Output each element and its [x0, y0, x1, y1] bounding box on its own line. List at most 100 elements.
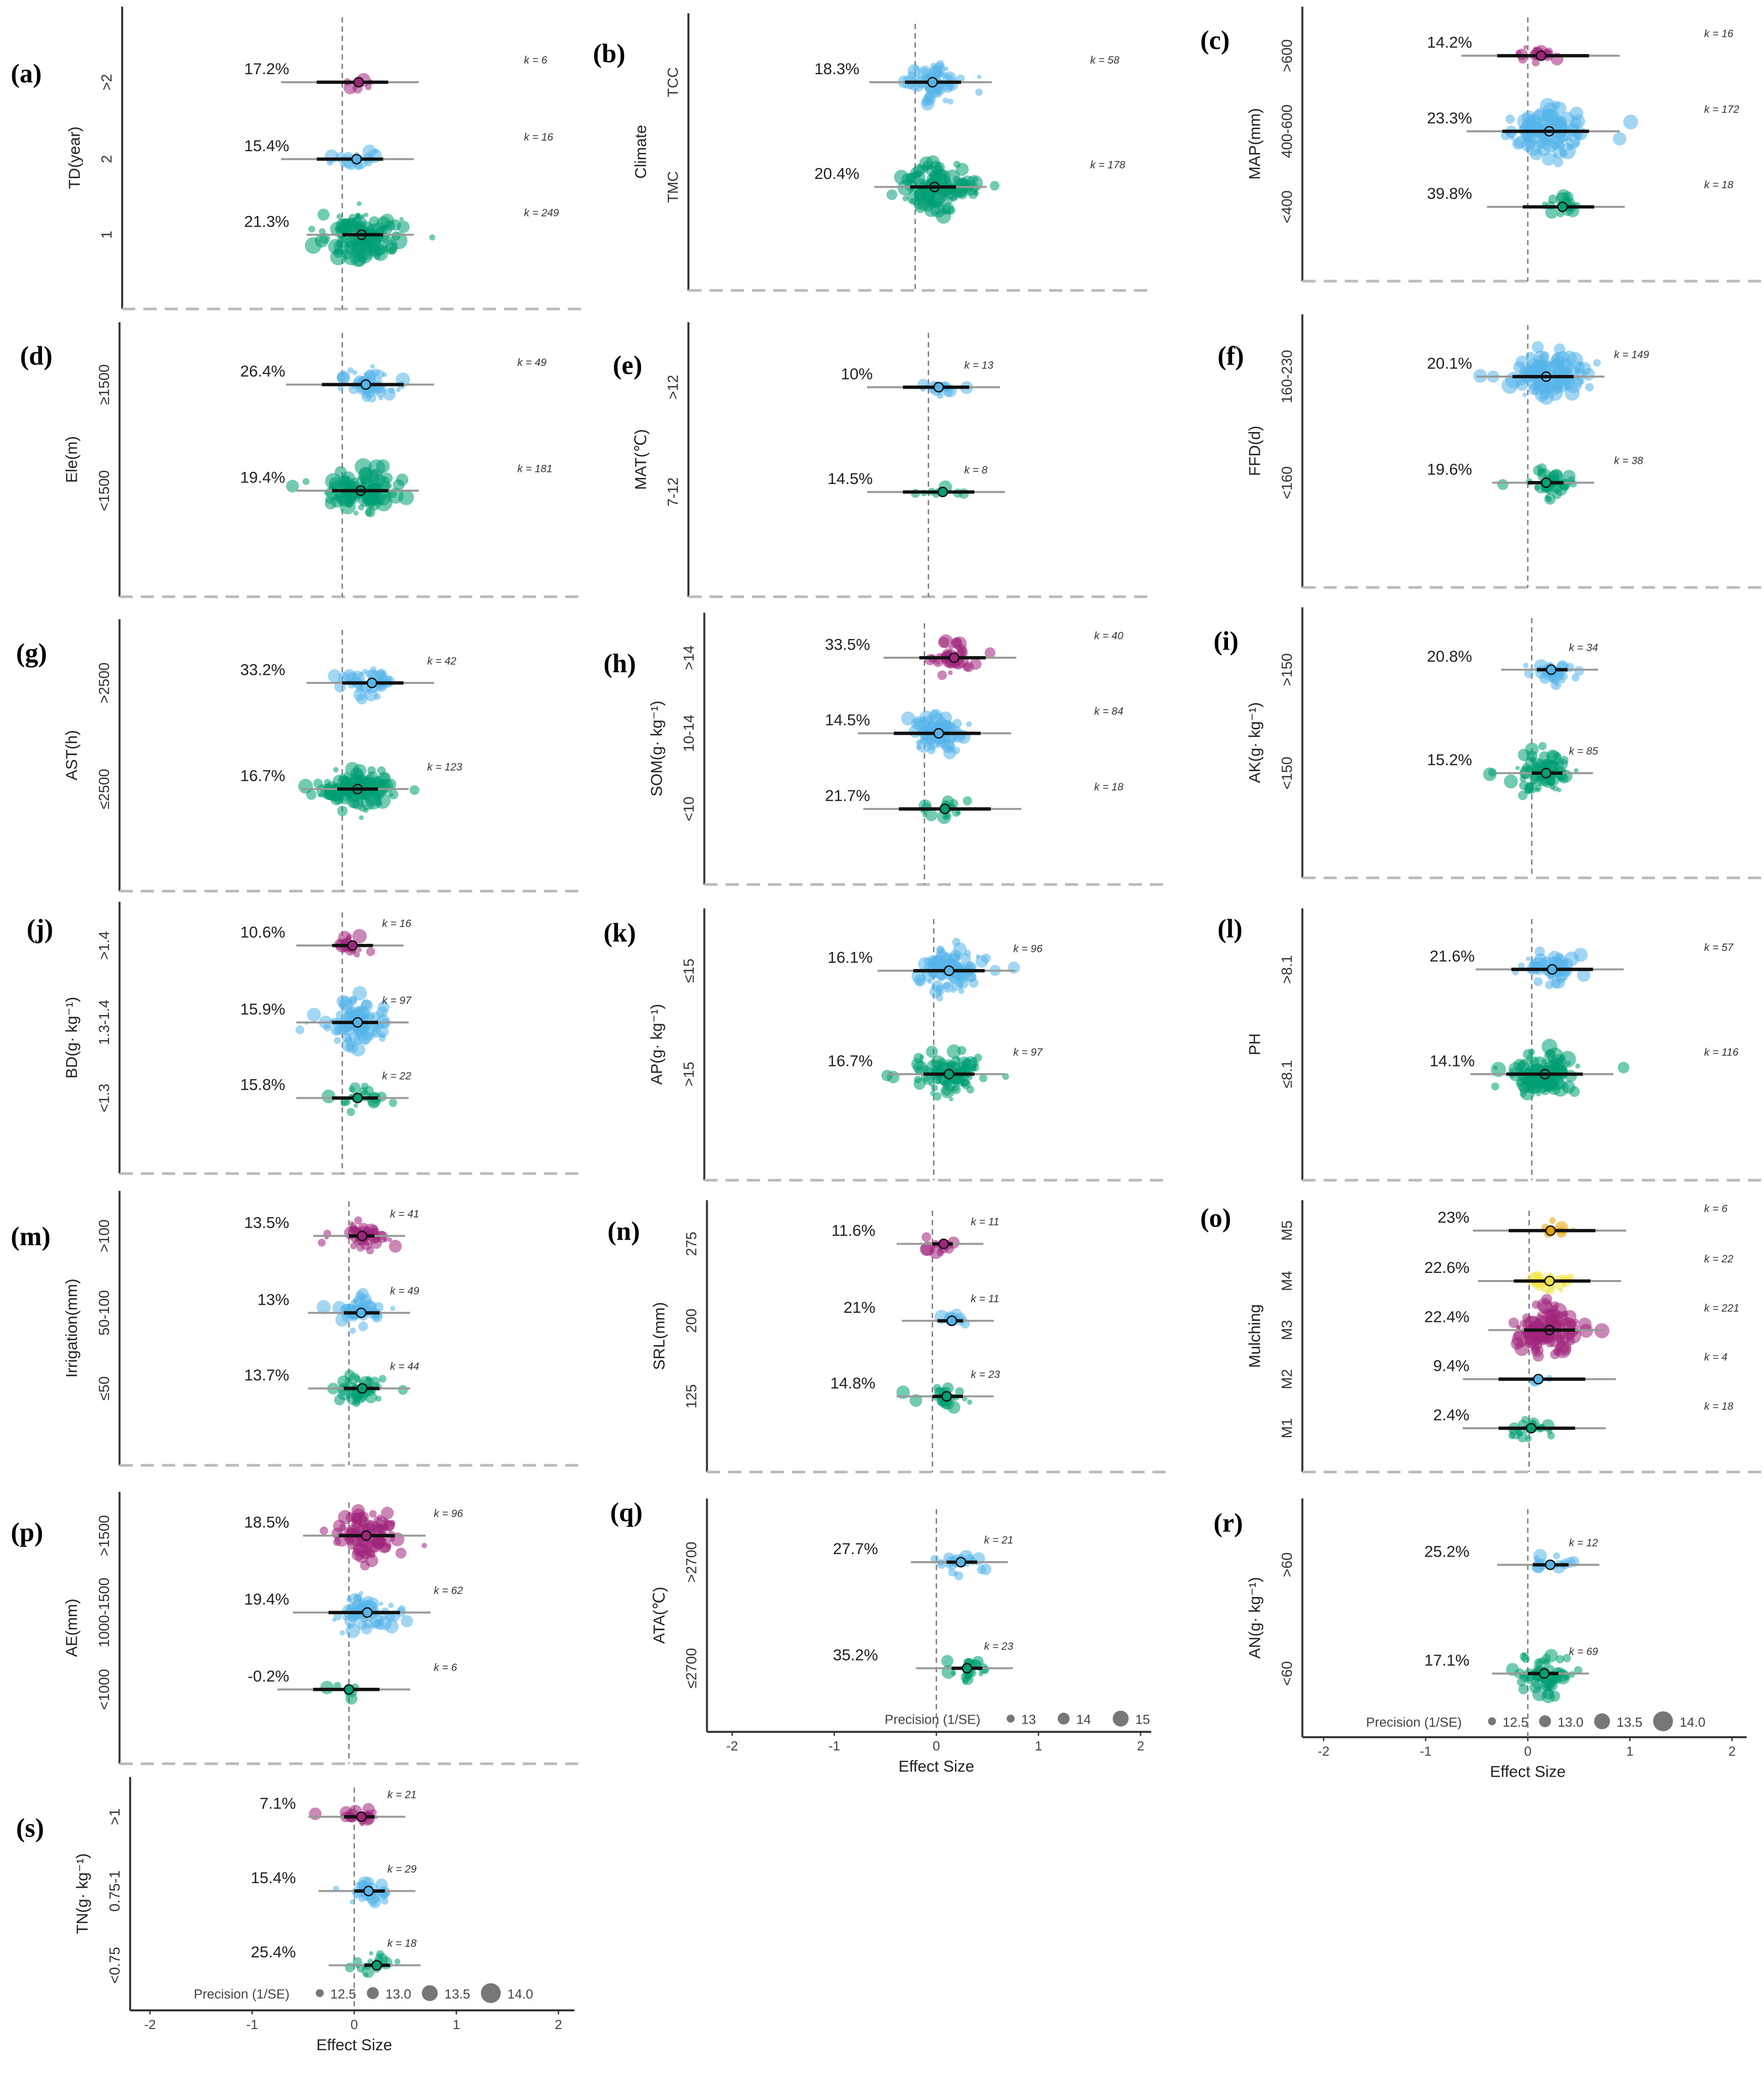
group->1.4: >1.4 10.6% k = 16 [96, 918, 411, 960]
effect-size-point [955, 163, 969, 176]
effect-size-point [390, 219, 401, 231]
y-tick-label: 0.75-1 [107, 1871, 123, 1912]
y-tick-label: ≤2700 [684, 1648, 700, 1688]
percent-change-label: 9.4% [1433, 1357, 1470, 1375]
y-axis-title: AST(h) [63, 730, 81, 780]
x-tick-label: 1 [1626, 1744, 1634, 1759]
mean-estimate-point [1545, 1225, 1556, 1236]
effect-size-point [1548, 194, 1558, 204]
effect-size-point [921, 1232, 932, 1242]
effect-size-point [956, 74, 965, 83]
effect-size-point [1556, 1335, 1565, 1343]
mean-estimate-point [948, 652, 959, 663]
legend-item-label: 12.5 [1503, 1715, 1528, 1730]
panel-label: (n) [608, 1217, 640, 1246]
legend-size-marker [1488, 1717, 1496, 1726]
effect-size-point [1574, 768, 1579, 773]
effect-size-point [398, 1385, 408, 1395]
effect-size-point [971, 1056, 977, 1062]
effect-size-point [920, 1242, 934, 1256]
effect-size-point [962, 1679, 969, 1685]
effect-size-point [358, 672, 363, 677]
y-tick-label: 7-12 [665, 477, 681, 507]
percent-change-label: 15.4% [251, 1869, 296, 1887]
effect-size-point [963, 796, 972, 806]
y-axis-title: PH [1245, 1033, 1263, 1055]
percent-change-label: 19.4% [244, 1590, 289, 1608]
effect-size-point [385, 242, 398, 255]
effect-size-point [359, 1087, 368, 1096]
sample-size-label: k = 4 [1704, 1352, 1727, 1363]
mean-estimate-point [343, 1684, 354, 1695]
x-tick-label: -1 [1420, 1744, 1431, 1759]
effect-size-point [938, 636, 949, 648]
effect-size-point [952, 1085, 959, 1092]
percent-change-label: 15.8% [240, 1076, 285, 1094]
y-axis-title: SOM(g· kg⁻¹) [647, 701, 665, 796]
group->14: >14 33.5% k = 40 [681, 630, 1124, 680]
sample-size-label: k = 221 [1704, 1302, 1739, 1314]
y-tick-label: >15 [681, 1062, 697, 1087]
effect-size-point [1544, 493, 1556, 505]
sample-size-label: k = 21 [388, 1789, 417, 1801]
effect-size-point [374, 1382, 379, 1387]
sample-size-label: k = 22 [382, 1071, 411, 1082]
y-tick-label: 50-100 [96, 1290, 113, 1336]
sample-size-label: k = 18 [1704, 1401, 1733, 1412]
effect-size-point [935, 71, 942, 78]
group-≥1500: ≥1500 26.4% k = 49 [96, 357, 547, 405]
x-axis-title: Effect Size [1490, 1763, 1566, 1781]
effect-size-point [941, 1655, 954, 1667]
percent-change-label: 14.1% [1430, 1051, 1475, 1070]
legend-size-marker [1539, 1715, 1551, 1728]
effect-size-point [980, 1563, 992, 1575]
effect-size-point [1515, 355, 1529, 369]
y-tick-label: <160 [1279, 466, 1295, 499]
legend-size-marker [1594, 1713, 1610, 1730]
effect-size-point [335, 152, 346, 163]
effect-size-point [1518, 790, 1528, 801]
percent-change-label: 22.4% [1424, 1307, 1469, 1325]
effect-size-point [1549, 1217, 1556, 1224]
effect-size-point [949, 1097, 953, 1102]
effect-size-point [1532, 1350, 1544, 1362]
panel-label: (a) [11, 59, 41, 88]
effect-size-point [363, 1600, 370, 1607]
x-tick-label: -1 [828, 1738, 840, 1753]
panel-s: (s) -2 -1 0 1 2 Effect Size Precision (1/SE) 12.… [16, 1777, 574, 2054]
effect-size-point [361, 796, 375, 810]
y-tick-label: M4 [1279, 1271, 1295, 1291]
y-tick-label: 125 [684, 1384, 700, 1408]
effect-size-point [337, 806, 348, 817]
effect-size-point [1523, 1049, 1533, 1060]
sample-size-label: k = 38 [1614, 455, 1643, 467]
group->150: >150 20.8% k = 34 [1279, 642, 1598, 690]
percent-change-label: -0.2% [248, 1667, 289, 1685]
sample-size-label: k = 16 [1704, 28, 1733, 40]
percent-change-label: 14.2% [1427, 33, 1472, 51]
group-400-600: 400-600 23.3% k = 172 [1279, 97, 1739, 168]
mean-estimate-point [357, 1231, 368, 1242]
x-axis-title: Effect Size [316, 2036, 392, 2054]
effect-size-point [340, 1630, 345, 1636]
panel-label: (l) [1217, 915, 1243, 944]
effect-size-point [944, 813, 950, 819]
effect-size-point [1545, 1675, 1557, 1687]
effect-size-point [351, 239, 365, 253]
percent-change-label: 33.2% [240, 660, 285, 678]
sample-size-label: k = 249 [524, 207, 559, 219]
percent-change-label: 13.7% [244, 1366, 289, 1384]
effect-size-point [377, 498, 385, 506]
panel-p: (p) AE(mm) >1500 18.5% k = 96 1000-1500 19.4% k… [11, 1491, 585, 1765]
effect-size-point [390, 1306, 396, 1311]
x-tick-label: 1 [1035, 1738, 1042, 1753]
sample-size-label: k = 29 [388, 1863, 417, 1875]
effect-size-point [379, 1602, 384, 1606]
effect-size-point [1522, 1652, 1526, 1657]
mean-estimate-point [353, 77, 364, 88]
effect-size-point [944, 77, 958, 91]
effect-size-point [328, 669, 342, 683]
effect-size-point [396, 473, 409, 486]
effect-size-point [341, 486, 358, 503]
group-≤15: ≤15 16.1% k = 96 [681, 937, 1043, 1002]
